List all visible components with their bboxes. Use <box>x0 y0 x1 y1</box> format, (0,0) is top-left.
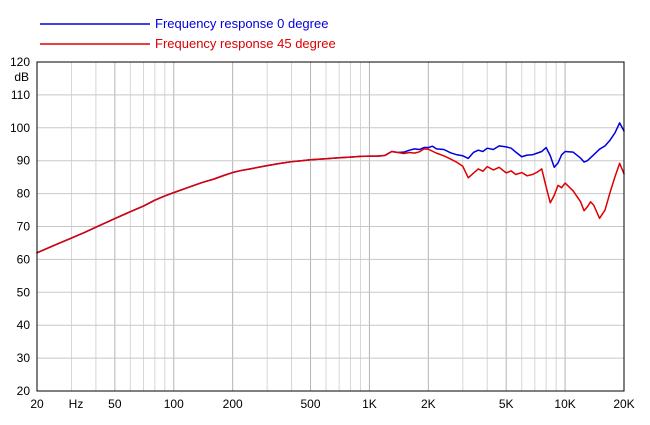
y-tick-label-20: 20 <box>17 384 31 398</box>
plot-frame <box>36 61 625 392</box>
x-tick-label-2K: 2K <box>421 397 436 411</box>
y-axis: 20 30 40 50 60 70 80 90 100 110 120 <box>10 55 30 398</box>
x-tick-label-1K: 1K <box>362 397 377 411</box>
legend-entry-0-degree: Frequency response 0 degree <box>40 16 328 31</box>
x-tick-label-20: 20 <box>30 397 44 411</box>
y-tick-label-30: 30 <box>17 351 31 365</box>
x-tick-label-5K: 5K <box>499 397 514 411</box>
plot-grid <box>36 61 625 392</box>
y-tick-label-120: 120 <box>10 55 30 69</box>
y-axis-unit-label: dB <box>14 70 29 84</box>
x-axis-unit-label: Hz <box>69 397 84 411</box>
series-layer <box>36 122 625 254</box>
y-tick-label-50: 50 <box>17 285 31 299</box>
x-tick-label-50: 50 <box>108 397 122 411</box>
chart-legend: Frequency response 0 degree Frequency re… <box>40 16 336 51</box>
x-axis: 20 50 100 200 500 1K 2K 5K 10K 20K <box>30 397 634 411</box>
series-line-45-degree <box>36 148 625 254</box>
x-tick-label-100: 100 <box>164 397 184 411</box>
y-tick-label-40: 40 <box>17 318 31 332</box>
x-tick-label-10K: 10K <box>554 397 575 411</box>
y-tick-label-80: 80 <box>17 187 31 201</box>
legend-label-0-degree: Frequency response 0 degree <box>155 16 328 31</box>
y-tick-label-70: 70 <box>17 220 31 234</box>
x-tick-label-20K: 20K <box>613 397 634 411</box>
y-tick-label-100: 100 <box>10 121 30 135</box>
legend-entry-45-degree: Frequency response 45 degree <box>40 36 336 51</box>
x-tick-label-200: 200 <box>223 397 243 411</box>
legend-label-45-degree: Frequency response 45 degree <box>155 36 336 51</box>
y-tick-label-90: 90 <box>17 154 31 168</box>
series-line-0-degree <box>36 122 625 254</box>
x-tick-label-500: 500 <box>301 397 321 411</box>
y-tick-label-110: 110 <box>11 88 30 102</box>
y-tick-label-60: 60 <box>17 252 31 266</box>
